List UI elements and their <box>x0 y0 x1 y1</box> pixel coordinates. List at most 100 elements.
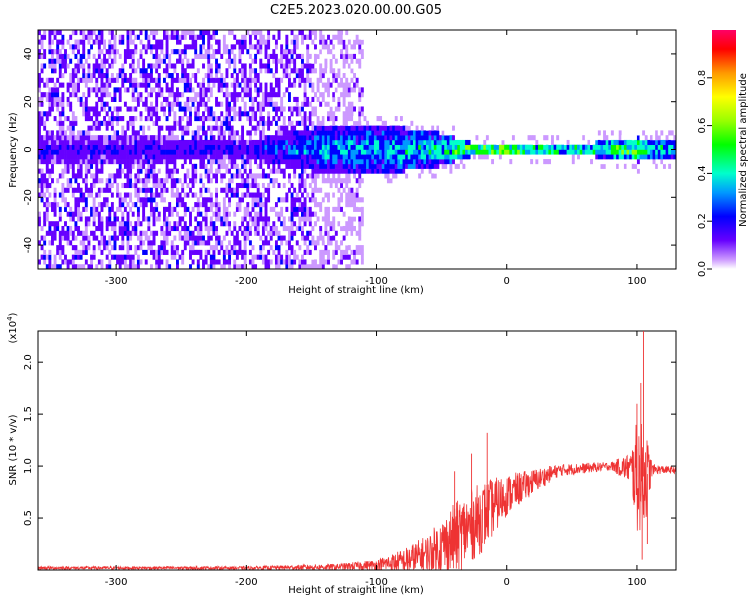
heatmap-cell <box>285 139 289 146</box>
heatmap-cell <box>441 159 445 165</box>
heatmap-cell <box>202 111 205 117</box>
heatmap-cell <box>405 173 409 179</box>
heatmap-cell <box>194 240 198 246</box>
heatmap-cell <box>82 159 86 165</box>
heatmap-cell <box>168 58 172 64</box>
heatmap-cell <box>233 53 237 59</box>
heatmap-cell <box>329 154 333 160</box>
heatmap-cell <box>87 111 91 117</box>
heatmap-cell <box>308 154 312 160</box>
heatmap-cell <box>436 149 440 155</box>
heatmap-cell <box>340 259 343 265</box>
heatmap-cell <box>152 192 156 198</box>
heatmap-cell <box>144 101 148 107</box>
heatmap-cell <box>371 154 375 160</box>
heatmap-cell <box>110 96 114 102</box>
heatmap-cell <box>285 197 289 203</box>
heatmap-cell <box>545 149 549 155</box>
heatmap-cell <box>48 230 52 236</box>
heatmap-cell <box>40 116 44 122</box>
heatmap-cell <box>350 192 354 198</box>
figure-title: C2E5.2023.020.00.00.G05 <box>270 3 442 18</box>
heatmap-cell <box>191 259 195 265</box>
heatmap-cell <box>363 159 367 165</box>
heatmap-cell <box>66 125 70 131</box>
heatmap-cell <box>97 159 101 165</box>
heatmap-cell <box>345 197 349 203</box>
heatmap-cell <box>509 144 513 150</box>
heatmap-cell <box>66 259 70 265</box>
heatmap-cell <box>303 159 307 165</box>
heatmap-cell <box>113 211 117 217</box>
heatmap-cell <box>410 159 414 165</box>
heatmap-cell <box>303 149 307 155</box>
heatmap-cell <box>295 211 299 217</box>
heatmap-cell <box>311 254 315 260</box>
heatmap-cell <box>215 230 218 236</box>
heatmap-cell <box>290 111 294 117</box>
heatmap-cell <box>621 135 625 141</box>
heatmap-cell <box>251 221 255 227</box>
heatmap-cell <box>636 139 640 146</box>
heatmap-cell <box>51 101 54 107</box>
heatmap-cell <box>134 135 138 141</box>
heatmap-cell <box>535 159 539 165</box>
heatmap-cell <box>545 135 549 141</box>
heatmap-cell <box>230 96 234 102</box>
heatmap-cell <box>470 149 474 155</box>
heatmap-cell <box>295 159 299 165</box>
heatmap-cell <box>342 53 346 59</box>
heatmap-cell <box>217 116 221 122</box>
heatmap-cell <box>92 149 96 155</box>
heatmap-cell <box>170 159 174 165</box>
heatmap-cell <box>173 225 177 232</box>
heatmap-cell <box>243 168 247 174</box>
heatmap-cell <box>53 82 57 88</box>
heatmap-cell <box>340 168 343 174</box>
heatmap-cell <box>183 82 187 88</box>
heatmap-cell <box>243 178 247 184</box>
heatmap-cell <box>264 159 268 165</box>
heatmap-cell <box>280 130 284 136</box>
heatmap-cell <box>264 149 268 155</box>
heatmap-cell <box>131 159 135 165</box>
heatmap-cell <box>183 173 187 179</box>
heatmap-cell <box>100 96 104 102</box>
heatmap-cell <box>243 82 247 88</box>
heatmap-cell <box>139 92 143 98</box>
heatmap-cell <box>321 96 325 102</box>
heatmap-cell <box>58 53 62 59</box>
heatmap-cell <box>358 135 362 141</box>
heatmap-cell <box>77 264 80 269</box>
heatmap-cell <box>108 240 112 246</box>
heatmap-cell <box>103 44 107 50</box>
heatmap-cell <box>410 120 414 126</box>
heatmap-cell <box>454 154 458 160</box>
heatmap-cell <box>642 149 646 155</box>
heatmap-cell <box>319 144 323 150</box>
heatmap-cell <box>183 44 187 50</box>
heatmap-cell <box>173 182 177 189</box>
heatmap-cell <box>261 34 265 40</box>
heatmap-cell <box>149 106 153 112</box>
heatmap-cell <box>48 77 52 83</box>
heatmap-cell <box>45 92 49 98</box>
heatmap-cell <box>173 92 177 98</box>
heatmap-cell <box>162 245 166 251</box>
heatmap-cell <box>337 245 341 251</box>
heatmap-cell <box>155 178 159 184</box>
heatmap-cell <box>129 221 133 227</box>
heatmap-cell <box>285 264 289 269</box>
heatmap-cell <box>110 221 114 227</box>
heatmap-cell <box>48 101 52 107</box>
heatmap-cell <box>332 178 336 184</box>
heatmap-cell <box>225 149 229 155</box>
heatmap-cell <box>337 221 341 227</box>
heatmap-cell <box>162 77 166 83</box>
heatmap-cell <box>92 249 96 255</box>
heatmap-cell <box>84 144 88 150</box>
heatmap-cell <box>321 216 325 222</box>
heatmap-cell <box>233 173 237 179</box>
heatmap-cell <box>207 230 211 236</box>
heatmap-cell <box>183 49 187 55</box>
